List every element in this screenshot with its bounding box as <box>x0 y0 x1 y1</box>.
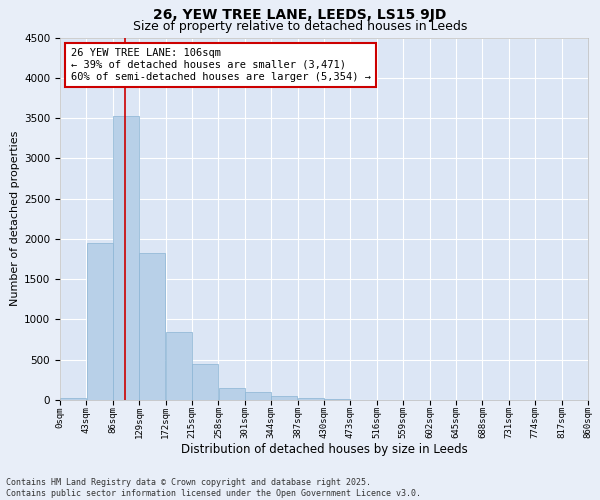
Bar <box>298 398 324 400</box>
Bar <box>60 398 86 400</box>
Bar <box>139 254 166 400</box>
Bar <box>271 396 298 400</box>
Bar <box>166 332 192 400</box>
Bar <box>86 243 113 400</box>
Text: 26, YEW TREE LANE, LEEDS, LS15 9JD: 26, YEW TREE LANE, LEEDS, LS15 9JD <box>154 8 446 22</box>
Bar <box>324 399 350 400</box>
Text: Contains HM Land Registry data © Crown copyright and database right 2025.
Contai: Contains HM Land Registry data © Crown c… <box>6 478 421 498</box>
Bar <box>218 388 245 400</box>
Y-axis label: Number of detached properties: Number of detached properties <box>10 131 20 306</box>
Bar <box>113 116 139 400</box>
X-axis label: Distribution of detached houses by size in Leeds: Distribution of detached houses by size … <box>181 442 467 456</box>
Bar <box>192 364 218 400</box>
Bar <box>245 392 271 400</box>
Text: 26 YEW TREE LANE: 106sqm
← 39% of detached houses are smaller (3,471)
60% of sem: 26 YEW TREE LANE: 106sqm ← 39% of detach… <box>71 48 371 82</box>
Text: Size of property relative to detached houses in Leeds: Size of property relative to detached ho… <box>133 20 467 33</box>
